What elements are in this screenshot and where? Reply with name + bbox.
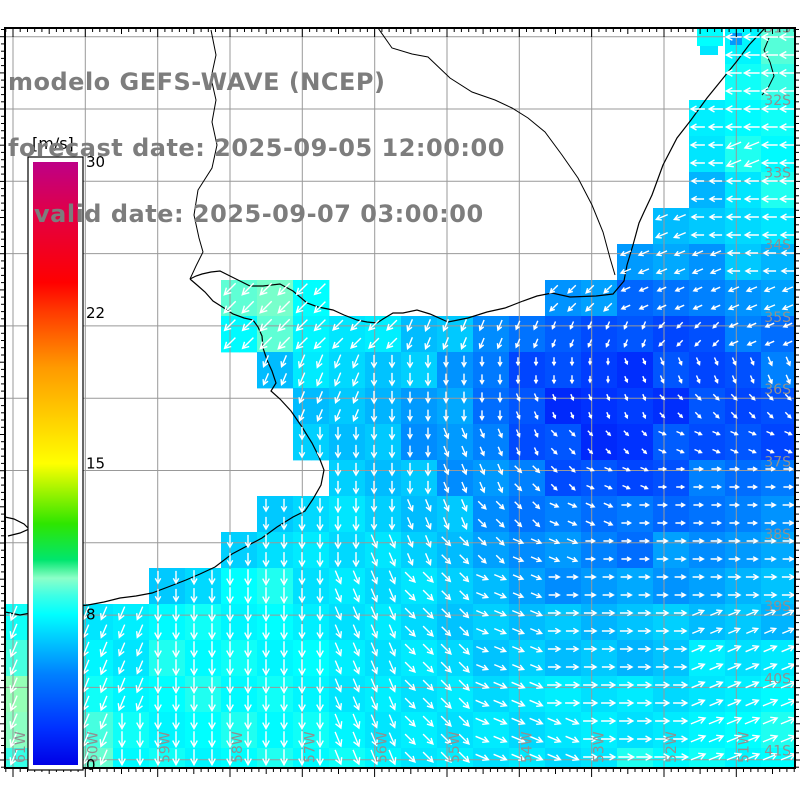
svg-text:54W: 54W <box>519 731 535 763</box>
colorbar-unit-label: [m/s] <box>32 134 74 153</box>
svg-text:31S: 31S <box>764 21 791 37</box>
svg-text:34S: 34S <box>764 238 791 254</box>
svg-text:53W: 53W <box>592 731 608 763</box>
svg-text:41S: 41S <box>764 744 791 760</box>
svg-text:0: 0 <box>86 756 96 774</box>
svg-text:32S: 32S <box>764 93 791 109</box>
svg-text:8: 8 <box>86 605 96 623</box>
svg-text:40S: 40S <box>764 671 791 687</box>
svg-text:55W: 55W <box>447 731 463 763</box>
svg-text:58W: 58W <box>230 731 246 763</box>
svg-text:57W: 57W <box>302 731 318 763</box>
svg-text:36S: 36S <box>764 382 791 398</box>
svg-text:61W: 61W <box>13 731 29 763</box>
svg-text:15: 15 <box>86 455 105 473</box>
svg-text:33S: 33S <box>764 165 791 181</box>
graticule-labels: 31S 32S 33S 34S 35S 36S 37S 38S 39S 40S 41S 61W 60W 5… <box>13 21 791 763</box>
svg-text:59W: 59W <box>158 731 174 763</box>
rivers <box>189 28 775 280</box>
colorbar: [m/s] 30 22 15 8 0 <box>27 134 105 774</box>
svg-text:35S: 35S <box>764 310 791 326</box>
svg-text:60W: 60W <box>85 731 101 763</box>
svg-text:56W: 56W <box>375 731 391 763</box>
svg-text:39S: 39S <box>764 599 791 615</box>
svg-text:30: 30 <box>86 153 105 171</box>
svg-text:52W: 52W <box>664 731 680 763</box>
svg-text:38S: 38S <box>764 527 791 543</box>
svg-text:22: 22 <box>86 304 105 322</box>
svg-text:37S: 37S <box>764 455 791 471</box>
svg-text:51W: 51W <box>736 731 752 763</box>
